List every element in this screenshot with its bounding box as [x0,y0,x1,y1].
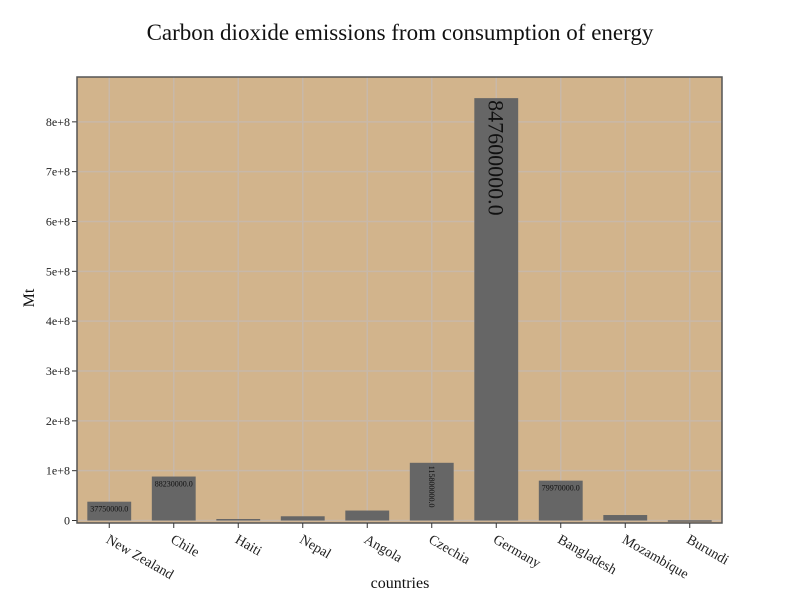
x-tick-label: New Zealand [103,532,175,583]
y-tick-label: 3e+8 [46,364,70,378]
bar-germany [474,98,519,521]
x-tick-label: Angola [361,532,405,566]
x-tick-label: Chile [168,532,202,560]
x-tick-label: Mozambique [619,532,690,582]
y-tick-label: 1e+8 [46,464,70,478]
data-label: 88230000.0 [155,480,193,489]
bar-czechia [409,462,454,521]
plot-frame [76,76,723,524]
data-label: 115800000.0 [427,466,436,508]
y-tick-label: 4e+8 [46,314,70,328]
x-tick-label: Czechia [426,532,473,568]
bar-angola [345,510,390,521]
x-tick-label: Nepal [297,532,334,562]
bar-mozambique [603,515,648,521]
bar-nepal [280,516,325,521]
y-tick-label: 0 [64,514,70,528]
data-label: 847600000.0 [483,100,508,216]
plot-background [77,77,722,523]
bar-bangladesh [538,480,583,521]
bar-burundi [667,520,712,522]
y-axis-label: Mt [21,288,38,307]
y-tick-label: 6e+8 [46,215,70,229]
y-tick-label: 7e+8 [46,165,70,179]
y-tick-label: 2e+8 [46,414,70,428]
y-tick-label: 5e+8 [46,264,70,278]
bar-new-zealand [87,501,132,521]
data-label: 37750000.0 [90,505,128,514]
x-tick-label: Haiti [232,532,264,559]
x-tick-label: Germany [490,532,543,571]
y-tick-label: 8e+8 [46,115,70,129]
bar-chile [151,476,196,521]
x-tick-label: Burundi [684,532,731,568]
x-axis-label: countries [371,575,430,592]
x-tick-label: Bangladesh [555,532,619,578]
bar-haiti [216,519,261,521]
data-label: 79970000.0 [542,484,580,493]
chart-title: Carbon dioxide emissions from consumptio… [147,20,654,45]
